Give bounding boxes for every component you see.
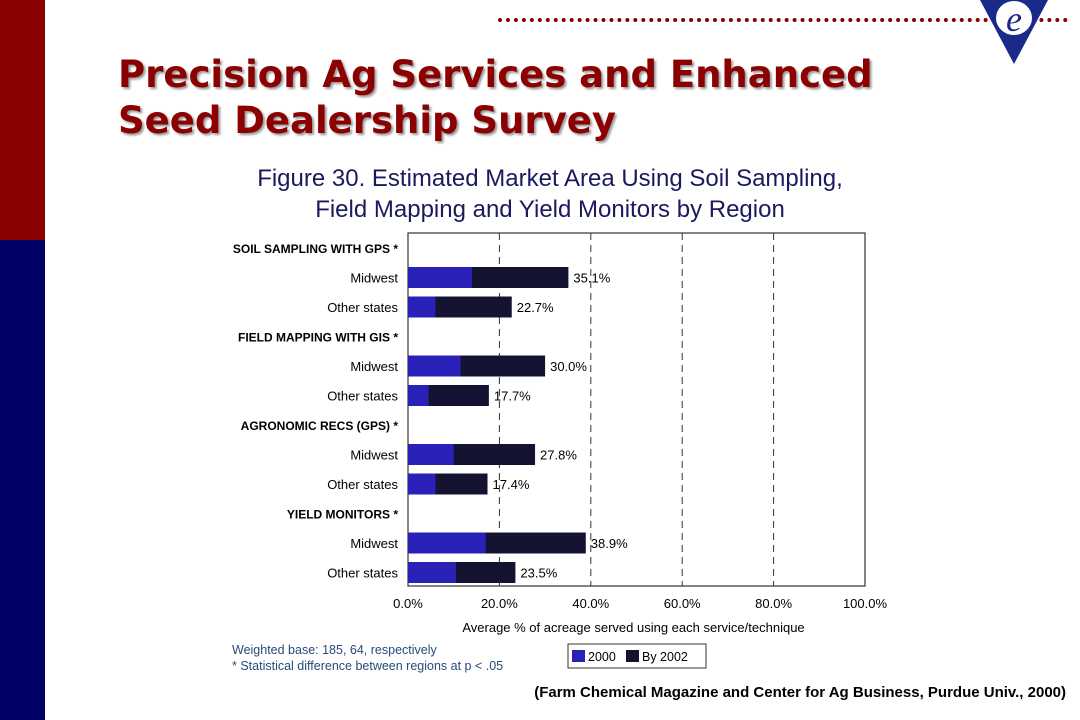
x-tick-label: 80.0% <box>755 596 792 611</box>
row-label: Midwest <box>350 448 398 463</box>
bar-2000 <box>408 473 436 495</box>
figure-title-line-2: Field Mapping and Yield Monitors by Regi… <box>315 196 785 223</box>
data-label: 23.5% <box>520 566 557 581</box>
x-axis-label: Average % of acreage served using each s… <box>462 620 804 635</box>
citation: (Farm Chemical Magazine and Center for A… <box>534 684 1066 701</box>
slide-title: Precision Ag Services and Enhanced Seed … <box>118 52 978 144</box>
data-label: 35.1% <box>573 271 610 286</box>
bar-2000 <box>408 267 472 288</box>
e-logo-icon: e <box>980 0 1048 64</box>
bar-2000 <box>408 444 454 465</box>
bar-2000 <box>408 296 436 318</box>
weighted-base-note: Weighted base: 185, 64, respectively <box>232 643 437 657</box>
group-label: FIELD MAPPING WITH GIS * <box>238 331 398 345</box>
group-label: YIELD MONITORS * <box>287 508 398 522</box>
significance-note: * Statistical difference between regions… <box>232 659 504 673</box>
row-label: Other states <box>327 566 398 581</box>
legend-swatch-2000 <box>572 650 585 662</box>
bar-2000 <box>408 355 461 377</box>
row-label: Other states <box>327 477 398 492</box>
row-label: Midwest <box>350 359 398 374</box>
x-tick-label: 100.0% <box>843 596 888 611</box>
figure-title-line-1: Figure 30. Estimated Market Area Using S… <box>257 165 843 192</box>
x-tick-label: 40.0% <box>572 596 609 611</box>
sidebar-blue-band <box>0 240 45 720</box>
x-tick-label: 0.0% <box>393 596 423 611</box>
legend-swatch-2002 <box>626 650 639 662</box>
plot-frame <box>407 232 866 587</box>
legend-label-2000: 2000 <box>588 650 616 664</box>
dotted-rule <box>498 18 1068 22</box>
data-label: 17.4% <box>493 477 530 492</box>
legend-label-2002: By 2002 <box>642 650 688 664</box>
slide-title-line-1: Precision Ag Services and Enhanced <box>118 53 873 96</box>
bar-2000 <box>408 385 429 406</box>
x-tick-label: 20.0% <box>481 596 518 611</box>
group-label: SOIL SAMPLING WITH GPS * <box>233 242 398 256</box>
x-tick-label: 60.0% <box>664 596 701 611</box>
row-label: Midwest <box>350 536 398 551</box>
data-label: 30.0% <box>550 359 587 374</box>
data-label: 38.9% <box>591 536 628 551</box>
row-label: Midwest <box>350 271 398 286</box>
slide-title-line-2: Seed Dealership Survey <box>118 99 616 142</box>
bar-2000 <box>408 562 456 583</box>
bar-2000 <box>408 532 486 554</box>
logo-letter: e <box>1006 0 1022 39</box>
data-label: 17.7% <box>494 389 531 404</box>
row-label: Other states <box>327 389 398 404</box>
figure-title: Figure 30. Estimated Market Area Using S… <box>180 163 920 225</box>
group-label: AGRONOMIC RECS (GPS) * <box>241 419 399 433</box>
data-label: 22.7% <box>517 300 554 315</box>
data-label: 27.8% <box>540 448 577 463</box>
row-label: Other states <box>327 300 398 315</box>
sidebar-red-band <box>0 0 45 240</box>
